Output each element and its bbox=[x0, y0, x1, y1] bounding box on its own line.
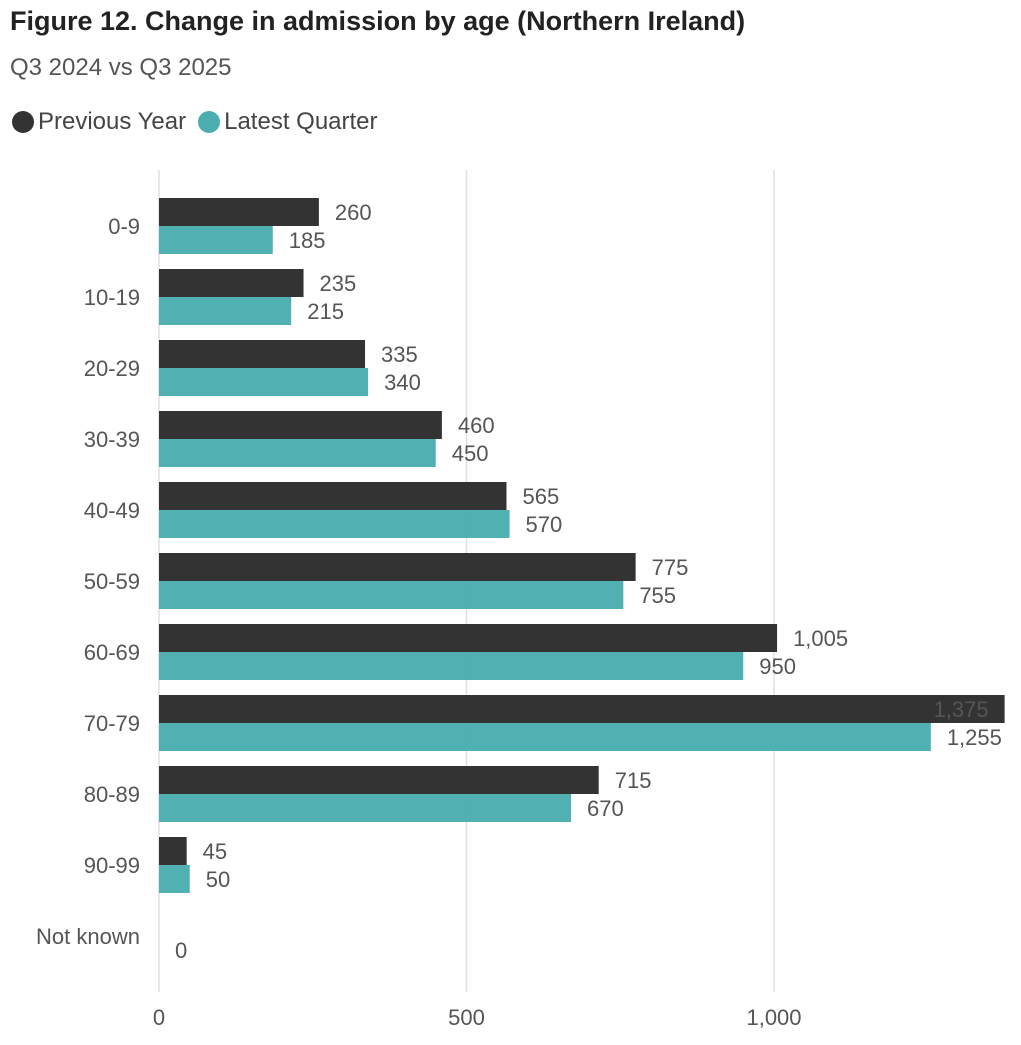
y-category-label: 20-29 bbox=[84, 356, 140, 381]
y-category-label: 10-19 bbox=[84, 285, 140, 310]
bar-latest-quarter bbox=[159, 510, 510, 538]
y-category-label: 70-79 bbox=[84, 711, 140, 736]
data-label-previous-year: 565 bbox=[522, 484, 559, 509]
data-label-previous-year: 775 bbox=[652, 555, 689, 580]
legend: Previous Year Latest Quarter bbox=[12, 108, 390, 136]
y-category-label: Not known bbox=[36, 924, 140, 949]
bar-latest-quarter bbox=[159, 865, 190, 893]
bar-latest-quarter bbox=[159, 368, 369, 396]
x-tick-label: 500 bbox=[448, 1005, 485, 1030]
bar-previous-year bbox=[159, 482, 507, 510]
x-tick-label: 0 bbox=[153, 1005, 165, 1030]
legend-swatch-latest-quarter bbox=[198, 111, 221, 133]
data-label-latest-quarter: 340 bbox=[384, 370, 421, 395]
data-label-previous-year: 460 bbox=[458, 413, 495, 438]
bar-previous-year bbox=[159, 553, 636, 581]
data-label-latest-quarter: 50 bbox=[206, 867, 230, 892]
data-label-previous-year: 260 bbox=[335, 200, 372, 225]
bar-previous-year bbox=[159, 624, 778, 652]
data-label-latest-quarter: 215 bbox=[307, 299, 344, 324]
bar-latest-quarter bbox=[159, 723, 931, 751]
bar-latest-quarter bbox=[159, 794, 572, 822]
y-category-label: 90-99 bbox=[84, 853, 140, 878]
data-label-latest-quarter: 950 bbox=[759, 654, 796, 679]
y-category-label: 50-59 bbox=[84, 569, 140, 594]
y-category-label: 0-9 bbox=[108, 214, 140, 239]
bar-previous-year bbox=[159, 340, 366, 368]
data-label-previous-year: 1,005 bbox=[793, 626, 848, 651]
data-label-latest-quarter: 1,255 bbox=[947, 725, 1002, 750]
bar-previous-year bbox=[159, 269, 304, 297]
data-label-previous-year: 1,375 bbox=[934, 697, 989, 722]
data-label-latest-quarter: 755 bbox=[639, 583, 676, 608]
data-label-latest-quarter: 0 bbox=[175, 938, 187, 963]
legend-item-previous-year[interactable]: Previous Year bbox=[12, 108, 186, 136]
data-label-latest-quarter: 570 bbox=[526, 512, 563, 537]
y-category-label: 80-89 bbox=[84, 782, 140, 807]
data-label-previous-year: 335 bbox=[381, 342, 418, 367]
bar-latest-quarter bbox=[159, 297, 292, 325]
data-label-previous-year: 235 bbox=[320, 271, 357, 296]
bar-previous-year bbox=[159, 766, 599, 794]
y-category-label: 30-39 bbox=[84, 427, 140, 452]
y-category-label: 40-49 bbox=[84, 498, 140, 523]
bar-previous-year bbox=[159, 198, 319, 226]
data-label-latest-quarter: 450 bbox=[452, 441, 489, 466]
legend-item-latest-quarter[interactable]: Latest Quarter bbox=[198, 108, 378, 136]
y-category-label: 60-69 bbox=[84, 640, 140, 665]
data-label-latest-quarter: 670 bbox=[587, 796, 624, 821]
legend-swatch-previous-year bbox=[12, 111, 34, 133]
data-label-previous-year: 45 bbox=[203, 839, 227, 864]
x-tick-label: 1,000 bbox=[746, 1005, 801, 1030]
bar-latest-quarter bbox=[159, 439, 436, 467]
chart-title: Figure 12. Change in admission by age (N… bbox=[10, 6, 746, 36]
bar-previous-year bbox=[159, 695, 1005, 723]
chart-subtitle: Q3 2024 vs Q3 2025 bbox=[10, 54, 232, 81]
data-label-previous-year: 715 bbox=[615, 768, 652, 793]
legend-label-previous-year: Previous Year bbox=[38, 108, 187, 135]
bar-previous-year bbox=[159, 837, 187, 865]
data-label-latest-quarter: 185 bbox=[289, 228, 326, 253]
bar-latest-quarter bbox=[159, 581, 624, 609]
legend-label-latest-quarter: Latest Quarter bbox=[224, 108, 378, 135]
bar-latest-quarter bbox=[159, 226, 273, 254]
bar-latest-quarter bbox=[159, 652, 744, 680]
bar-previous-year bbox=[159, 411, 442, 439]
